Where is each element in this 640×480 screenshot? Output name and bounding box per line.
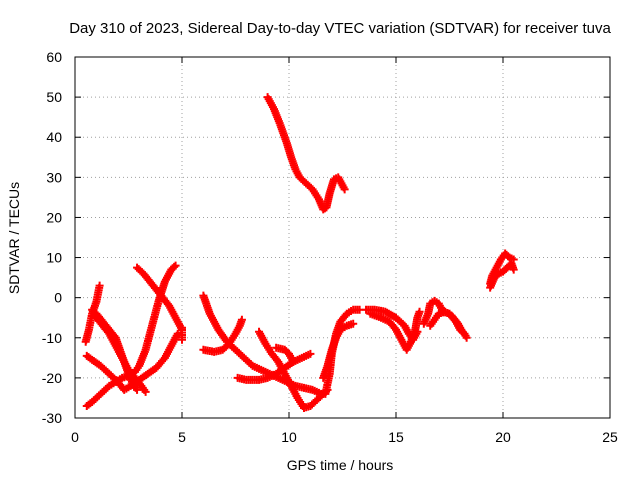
data-point-marker — [171, 261, 180, 270]
data-point-marker — [170, 262, 179, 271]
data-point-marker — [306, 349, 315, 358]
x-axis-label: GPS time / hours — [287, 457, 394, 473]
y-tick-label: -20 — [42, 370, 62, 386]
data-point-marker — [349, 319, 358, 328]
y-tick-label: 60 — [46, 49, 62, 65]
chart-title: Day 310 of 2023, Sidereal Day-to-day VTE… — [69, 20, 611, 37]
data-point-marker — [509, 255, 518, 264]
data-points — [81, 93, 518, 412]
data-point-marker — [340, 185, 349, 194]
data-point-marker — [462, 333, 471, 342]
y-tick-label: -10 — [42, 330, 62, 346]
data-point-marker — [289, 357, 298, 366]
x-tick-label: 0 — [71, 429, 79, 445]
y-tick-label: -30 — [42, 410, 62, 426]
data-point-marker — [458, 327, 467, 336]
data-point-marker — [178, 335, 186, 344]
y-axis-label: SDTVAR / TECUs — [6, 182, 22, 294]
x-tick-label: 15 — [388, 429, 404, 445]
data-point-marker — [141, 387, 150, 396]
x-tick-label: 25 — [602, 429, 618, 445]
y-tick-label: 10 — [46, 250, 62, 266]
y-tick-label: 50 — [46, 89, 62, 105]
data-point-marker — [237, 315, 246, 324]
data-point-marker — [173, 329, 182, 338]
x-tick-label: 5 — [178, 429, 186, 445]
y-tick-label: 20 — [46, 209, 62, 225]
x-tick-label: 10 — [281, 429, 297, 445]
y-tick-label: 30 — [46, 169, 62, 185]
data-point-marker — [415, 307, 424, 316]
axis-ticks: 0 5 10 15 20 25 -30 -20 -10 0 10 20 30 40 50 60 — [42, 49, 618, 445]
data-point-marker — [509, 265, 518, 274]
plot-frame — [74, 56, 611, 419]
data-point-marker — [95, 281, 104, 290]
y-tick-label: 40 — [46, 129, 62, 145]
data-point-marker — [133, 385, 142, 394]
y-tick-label: 0 — [54, 290, 62, 306]
x-tick-label: 20 — [495, 429, 511, 445]
